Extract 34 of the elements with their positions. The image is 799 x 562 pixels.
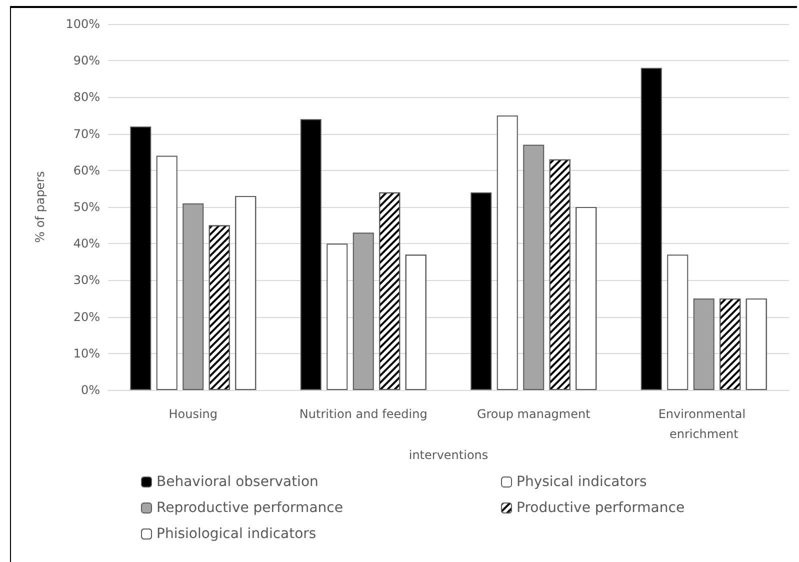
y-tick-label: 0% <box>80 383 100 397</box>
bar <box>130 126 152 390</box>
bar <box>496 116 518 390</box>
y-tick-label: 20% <box>73 310 100 324</box>
bar <box>470 192 492 390</box>
y-tick-label: 10% <box>73 346 100 360</box>
y-tick-label: 70% <box>73 126 100 141</box>
bar <box>640 68 662 390</box>
x-tick-label: Environmental enrichment <box>658 407 750 441</box>
legend-label: Reproductive performance <box>156 500 343 516</box>
legend-label: Phisiological indicators <box>156 526 316 542</box>
y-tick-label: 90% <box>73 54 100 68</box>
bar <box>352 232 374 390</box>
bar <box>156 156 178 390</box>
bar <box>326 244 348 390</box>
y-tick-label: 30% <box>73 273 100 288</box>
x-tick-label: Nutrition and feeding <box>299 407 428 421</box>
legend-label: Behavioral observation <box>156 474 318 490</box>
y-tick-label: 40% <box>73 236 100 251</box>
bar <box>667 254 688 390</box>
y-tick-label: 100% <box>66 17 100 31</box>
bar <box>523 144 544 390</box>
legend-label: Physical indicators <box>516 474 647 490</box>
y-tick-label: 50% <box>73 200 100 214</box>
y-axis-title: % of papers <box>33 171 47 243</box>
y-tick-label: 80% <box>73 90 100 104</box>
x-tick-label: Housing <box>168 407 218 421</box>
bar <box>300 119 322 390</box>
legend-label: Productive performance <box>516 500 685 516</box>
x-tick-label: Group managment <box>476 407 591 421</box>
bar <box>182 203 204 390</box>
y-tick-label: 60% <box>73 163 100 178</box>
x-axis-title: interventions <box>408 448 488 462</box>
bar <box>693 298 714 390</box>
